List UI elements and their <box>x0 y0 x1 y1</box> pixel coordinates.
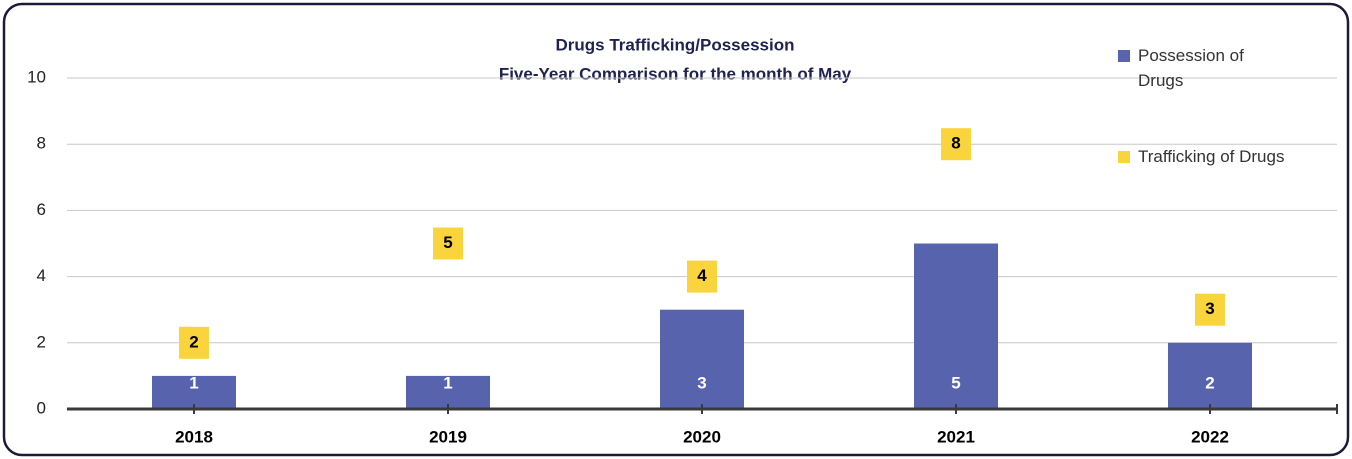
y-tick-label: 0 <box>37 398 46 417</box>
y-tick-label: 10 <box>27 67 46 86</box>
trafficking-value-label: 5 <box>443 233 452 252</box>
x-tick-label: 2019 <box>429 427 467 446</box>
bar <box>660 309 744 409</box>
y-tick-label: 6 <box>37 200 46 219</box>
x-tick-label: 2021 <box>937 427 975 446</box>
x-tick-label: 2018 <box>175 427 213 446</box>
y-tick-label: 4 <box>37 266 46 285</box>
y-tick-label: 8 <box>37 134 46 153</box>
bar-value-label: 5 <box>951 373 960 392</box>
trafficking-marker <box>941 128 971 161</box>
trafficking-marker <box>433 227 463 260</box>
legend-label: Trafficking of Drugs <box>1138 147 1285 166</box>
legend-swatch <box>1118 50 1130 62</box>
bar-value-label: 1 <box>443 373 452 392</box>
trafficking-value-label: 4 <box>697 266 707 285</box>
x-tick-label: 2022 <box>1191 427 1229 446</box>
trafficking-value-label: 2 <box>189 332 198 351</box>
bar <box>406 375 490 409</box>
trafficking-marker <box>1195 293 1225 326</box>
trafficking-marker <box>687 260 717 293</box>
legend-label: Possession of Drugs <box>1138 46 1244 90</box>
bar-value-label: 2 <box>1205 373 1214 392</box>
chart-title: Drugs Trafficking/Possession <box>555 35 794 54</box>
chart-subtitle: Five-Year Comparison for the month of Ma… <box>499 64 852 83</box>
legend-swatch <box>1118 151 1130 163</box>
y-tick-label: 2 <box>37 332 46 351</box>
trafficking-marker <box>179 326 209 359</box>
bar <box>152 375 236 409</box>
trafficking-value-label: 8 <box>951 134 960 153</box>
trafficking-value-label: 3 <box>1205 299 1214 318</box>
bar <box>914 243 998 409</box>
bar-value-label: 1 <box>189 373 198 392</box>
bar-value-label: 3 <box>697 373 706 392</box>
bar <box>1168 342 1252 409</box>
x-tick-label: 2020 <box>683 427 721 446</box>
